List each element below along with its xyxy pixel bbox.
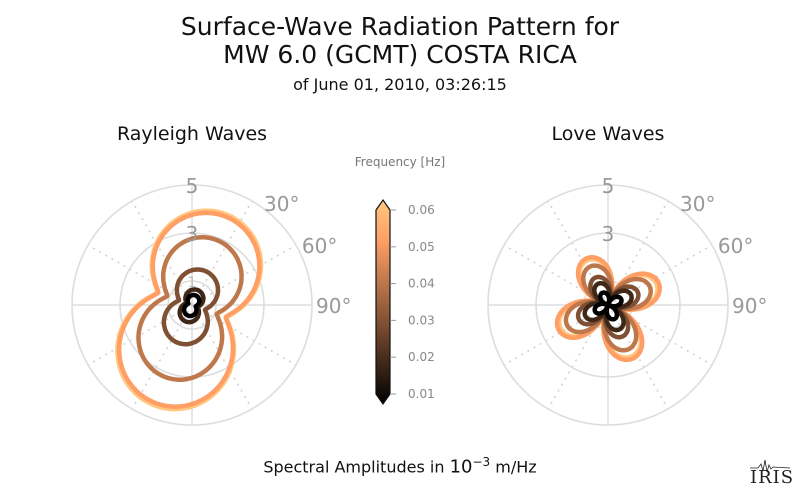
- radial-gridline: [487, 184, 729, 426]
- iris-logo: IRIS: [748, 458, 795, 488]
- angular-gridline: [607, 304, 669, 410]
- angular-gridline: [191, 200, 253, 306]
- angle-tick-label: 90°: [316, 294, 351, 318]
- angle-tick-label: 60°: [718, 234, 753, 258]
- logo-text: IRIS: [750, 467, 795, 488]
- series-line-0.03hz: [161, 267, 221, 347]
- x-axis-label-exp: −3: [472, 455, 491, 469]
- radial-gridline: [167, 280, 217, 330]
- x-axis-label: Spectral Amplitudes in 10−3 m/Hz: [0, 455, 800, 477]
- angular-gridline: [191, 244, 297, 306]
- x-axis-label-unit: m/Hz: [490, 457, 537, 477]
- colorbar: Frequency [Hz] 0.06 0.05 0.04 0.03 0.02 0.01: [355, 155, 446, 406]
- angle-tick-label: 30°: [264, 192, 299, 216]
- panel-title: Rayleigh Waves: [117, 123, 267, 145]
- colorbar-tick-label: 0.01: [408, 387, 435, 401]
- radial-gridline: [535, 232, 681, 378]
- radial-gridline: [71, 184, 313, 426]
- angular-gridline: [191, 304, 253, 410]
- r-tick-label: 1: [188, 275, 197, 291]
- angular-gridline: [547, 200, 609, 306]
- r-tick-label: 3: [186, 222, 199, 246]
- angular-gridline: [87, 244, 193, 306]
- chart-subtitle: of June 01, 2010, 03:26:15: [293, 75, 507, 94]
- polar-panel-love: Love Waves 5 3 30°60° 90°: [487, 123, 767, 426]
- angular-gridline: [607, 244, 713, 306]
- chart-title-line2: MW 6.0 (GCMT) COSTA RICA: [223, 40, 577, 69]
- r-tick-label: 3: [602, 222, 615, 246]
- series-line-0.01hz: [181, 292, 202, 319]
- colorbar-tick-label: 0.06: [408, 203, 435, 217]
- angle-tick-label: 60°: [302, 234, 337, 258]
- r-tick-label: 5: [602, 174, 615, 198]
- chart-title-line1: Surface-Wave Radiation Pattern for: [180, 12, 620, 41]
- angle-tick-label: 90°: [732, 294, 767, 318]
- series-line-0.01hz: [592, 290, 624, 322]
- angular-gridline: [131, 304, 193, 410]
- colorbar-tick-label: 0.02: [408, 350, 435, 364]
- colorbar-tick-label: 0.05: [408, 240, 435, 254]
- polar-panel-rayleigh: Rayleigh Waves 5 3 1 30°60° 90°: [71, 123, 351, 426]
- series-line-0.04hz: [136, 235, 244, 382]
- colorbar-bar: [375, 198, 391, 406]
- colorbar-label: Frequency [Hz]: [355, 155, 446, 169]
- angular-gridline: [87, 304, 193, 366]
- seismogram-icon: [750, 459, 791, 473]
- angular-gridline: [607, 304, 713, 366]
- angular-gridline: [191, 304, 297, 366]
- angular-gridline: [547, 304, 609, 410]
- angular-gridline: [131, 200, 193, 306]
- angular-gridline: [503, 304, 609, 366]
- colorbar-tick-label: 0.03: [408, 313, 435, 327]
- angular-gridline: [503, 244, 609, 306]
- r-tick-label: 5: [186, 174, 199, 198]
- angle-tick-label: 30°: [680, 192, 715, 216]
- x-axis-label-base: 10: [449, 456, 473, 478]
- panel-title: Love Waves: [552, 123, 665, 145]
- x-axis-label-prefix: Spectral Amplitudes in: [263, 457, 450, 477]
- series-line-0.05hz: [116, 210, 262, 409]
- colorbar-tick-label: 0.04: [408, 277, 435, 291]
- angular-gridline: [607, 200, 669, 306]
